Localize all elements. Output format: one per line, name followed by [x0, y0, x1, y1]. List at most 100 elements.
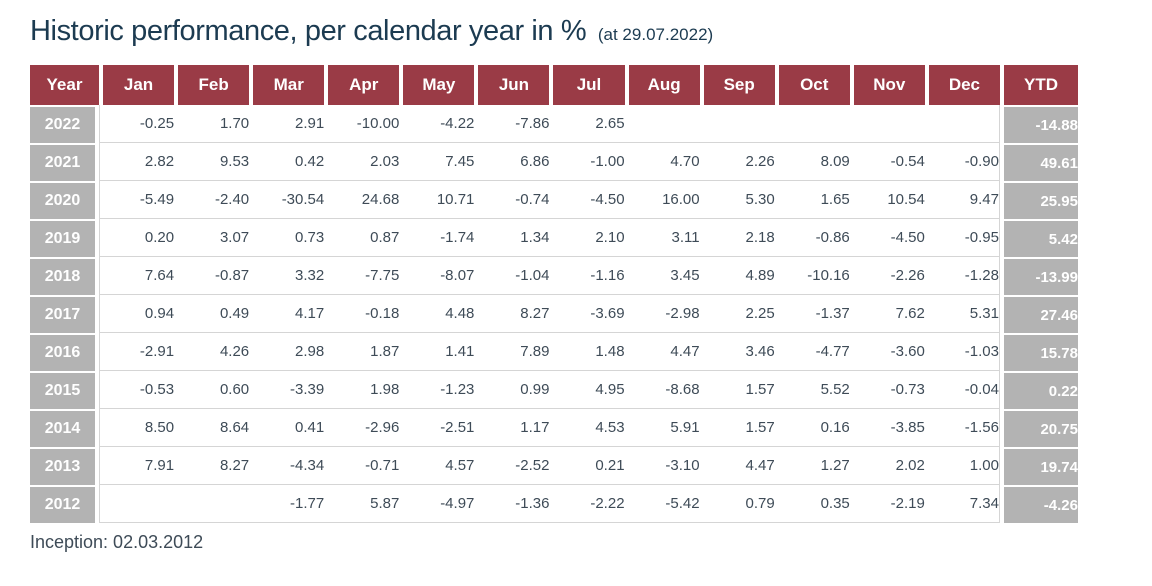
value-cell: -3.60: [849, 333, 925, 371]
value-cell: -0.53: [99, 371, 175, 409]
year-cell: 2019: [30, 219, 99, 257]
ytd-cell: 0.22: [1000, 371, 1078, 409]
value-cell: -30.54: [249, 181, 325, 219]
value-cell: 0.94: [99, 295, 175, 333]
table-row-2018: 2018 7.64 -0.87 3.32 -7.75 -8.07 -1.04 -1.16 3.4…: [30, 257, 1078, 295]
table-row-2016: 2016 -2.91 4.26 2.98 1.87 1.41 7.89 1.48 4.47 3.4…: [30, 333, 1078, 371]
value-cell: 0.20: [99, 219, 175, 257]
value-cell: -0.71: [324, 447, 400, 485]
table-row-2019: 2019 0.20 3.07 0.73 0.87 -1.74 1.34 2.10 3.11 2.1…: [30, 219, 1078, 257]
value-cell: 1.57: [699, 409, 775, 447]
value-cell: 5.91: [624, 409, 700, 447]
value-cell: 7.89: [474, 333, 550, 371]
value-cell: 0.42: [249, 143, 325, 181]
value-cell: -4.34: [249, 447, 325, 485]
value-cell: 4.95: [549, 371, 625, 409]
value-cell: 2.02: [849, 447, 925, 485]
value-cell: 2.18: [699, 219, 775, 257]
value-cell: 0.87: [324, 219, 400, 257]
value-cell: 0.35: [774, 485, 850, 523]
value-cell: -2.52: [474, 447, 550, 485]
value-cell: 2.98: [249, 333, 325, 371]
value-cell: 0.60: [174, 371, 250, 409]
value-cell: 8.50: [99, 409, 175, 447]
ytd-cell: 5.42: [1000, 219, 1078, 257]
ytd-cell: -4.26: [1000, 485, 1078, 523]
value-cell: 6.86: [474, 143, 550, 181]
value-cell: -1.74: [399, 219, 475, 257]
column-header-ytd: YTD: [1000, 65, 1078, 105]
value-cell: -7.86: [474, 105, 550, 143]
value-cell: -5.49: [99, 181, 175, 219]
value-cell: -1.37: [774, 295, 850, 333]
column-header-feb: Feb: [174, 65, 250, 105]
value-cell: 4.48: [399, 295, 475, 333]
value-cell: 9.53: [174, 143, 250, 181]
value-cell: 7.91: [99, 447, 175, 485]
year-cell: 2016: [30, 333, 99, 371]
ytd-cell: -14.88: [1000, 105, 1078, 143]
ytd-cell: 27.46: [1000, 295, 1078, 333]
table-row-2012: 2012 -1.77 5.87 -4.97 -1.36 -2.22 -5.42 0.79 0.3…: [30, 485, 1078, 523]
column-header-jan: Jan: [99, 65, 175, 105]
table-header-row: Year Jan Feb Mar Apr May Jun Jul Aug Sep Oct Nov Dec…: [30, 65, 1078, 105]
column-header-jul: Jul: [549, 65, 625, 105]
page-title-date: (at 29.07.2022): [597, 25, 714, 44]
year-cell: 2012: [30, 485, 99, 523]
value-cell: 3.11: [624, 219, 700, 257]
value-cell: [849, 105, 925, 143]
year-cell: 2022: [30, 105, 99, 143]
table-row-2017: 2017 0.94 0.49 4.17 -0.18 4.48 8.27 -3.69 -2.98 2…: [30, 295, 1078, 333]
value-cell: -1.23: [399, 371, 475, 409]
value-cell: -3.85: [849, 409, 925, 447]
value-cell: -0.04: [924, 371, 1000, 409]
column-header-jun: Jun: [474, 65, 550, 105]
value-cell: 2.25: [699, 295, 775, 333]
table-row-2013: 2013 7.91 8.27 -4.34 -0.71 4.57 -2.52 0.21 -3.10…: [30, 447, 1078, 485]
value-cell: 1.87: [324, 333, 400, 371]
column-header-year: Year: [30, 65, 99, 105]
column-header-may: May: [399, 65, 475, 105]
value-cell: -10.00: [324, 105, 400, 143]
value-cell: -8.68: [624, 371, 700, 409]
value-cell: -2.98: [624, 295, 700, 333]
value-cell: 24.68: [324, 181, 400, 219]
value-cell: -4.22: [399, 105, 475, 143]
value-cell: 9.47: [924, 181, 1000, 219]
value-cell: 8.27: [174, 447, 250, 485]
value-cell: -0.25: [99, 105, 175, 143]
value-cell: 10.54: [849, 181, 925, 219]
value-cell: -2.51: [399, 409, 475, 447]
value-cell: [99, 485, 175, 523]
ytd-cell: 49.61: [1000, 143, 1078, 181]
ytd-cell: 20.75: [1000, 409, 1078, 447]
value-cell: -4.77: [774, 333, 850, 371]
column-header-dec: Dec: [924, 65, 1000, 105]
table-row-2021: 2021 2.82 9.53 0.42 2.03 7.45 6.86 -1.00 4.70 2.2…: [30, 143, 1078, 181]
page-title: Historic performance, per calendar year …: [30, 14, 1152, 52]
value-cell: 2.10: [549, 219, 625, 257]
value-cell: -2.22: [549, 485, 625, 523]
value-cell: -8.07: [399, 257, 475, 295]
value-cell: 16.00: [624, 181, 700, 219]
table-row-2020: 2020 -5.49 -2.40 -30.54 24.68 10.71 -0.74 -4.50…: [30, 181, 1078, 219]
value-cell: 7.62: [849, 295, 925, 333]
column-header-apr: Apr: [324, 65, 400, 105]
value-cell: [624, 105, 700, 143]
value-cell: 4.89: [699, 257, 775, 295]
inception-note: Inception: 02.03.2012: [30, 532, 204, 552]
value-cell: 0.99: [474, 371, 550, 409]
value-cell: 10.71: [399, 181, 475, 219]
value-cell: 1.00: [924, 447, 1000, 485]
value-cell: 2.26: [699, 143, 775, 181]
value-cell: [774, 105, 850, 143]
value-cell: 2.91: [249, 105, 325, 143]
value-cell: 8.27: [474, 295, 550, 333]
column-header-sep: Sep: [699, 65, 775, 105]
value-cell: 2.65: [549, 105, 625, 143]
value-cell: -0.87: [174, 257, 250, 295]
value-cell: 1.17: [474, 409, 550, 447]
table-row-2015: 2015 -0.53 0.60 -3.39 1.98 -1.23 0.99 4.95 -8.68…: [30, 371, 1078, 409]
value-cell: 4.47: [624, 333, 700, 371]
